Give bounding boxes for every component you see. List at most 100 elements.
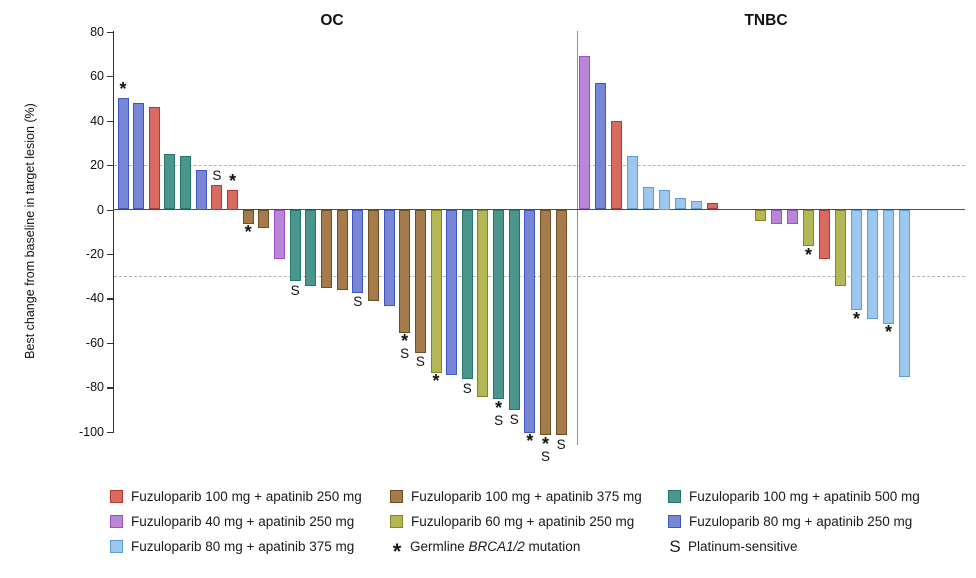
y-tick-label: -20 — [85, 246, 104, 261]
bar — [367, 210, 379, 302]
brca-mutation-mark: * — [495, 398, 503, 418]
legend-entry: Fuzuloparib 40 mg + apatinib 250 mg — [110, 509, 362, 534]
bar — [627, 156, 638, 210]
brca-mutation-mark: * — [526, 431, 534, 452]
bar-marker: * — [426, 372, 446, 390]
legend-swatch-icon — [110, 515, 123, 528]
legend-label: Fuzuloparib 100 mg + apatinib 375 mg — [411, 489, 642, 504]
bar — [258, 210, 270, 229]
bar — [414, 210, 426, 353]
bar-marker: S — [348, 295, 368, 309]
platinum-sensitive-mark: S — [415, 354, 425, 370]
y-tick — [107, 298, 114, 300]
bar-marker: * — [847, 309, 867, 329]
legend-swatch-icon — [668, 515, 681, 528]
legend-swatch-icon — [390, 515, 403, 528]
bar — [555, 210, 567, 435]
y-axis-label: Best change from baseline in target lesi… — [23, 103, 37, 359]
bar — [305, 210, 317, 286]
y-tick-label: 0 — [97, 202, 104, 217]
y-tick — [107, 120, 114, 122]
legend-column: Fuzuloparib 100 mg + apatinib 500 mg Fuzu… — [668, 484, 920, 559]
y-tick-label: -60 — [85, 335, 104, 350]
bar — [579, 56, 590, 210]
bar — [595, 82, 606, 210]
bar — [540, 210, 551, 435]
bar — [274, 210, 285, 260]
platinum-sensitive-mark: S — [540, 448, 550, 464]
bar — [611, 120, 622, 210]
platinum-sensitive-mark: S — [212, 168, 222, 183]
y-tick-label: 40 — [90, 113, 104, 128]
y-tick — [107, 342, 114, 345]
asterisk-marker-icon: * — [392, 538, 402, 564]
waterfall-chart: Best change from baseline in target lesi… — [23, 12, 965, 464]
y-tick — [107, 31, 114, 33]
platinum-sensitive-mark: S — [556, 436, 566, 452]
bar — [117, 98, 129, 210]
legend-entry: Fuzuloparib 100 mg + apatinib 375 mg — [390, 484, 642, 509]
bar-marker: S — [504, 413, 524, 427]
bar — [180, 156, 192, 210]
bar — [787, 210, 798, 224]
bar — [461, 210, 473, 380]
bar — [643, 187, 654, 210]
bar — [227, 189, 239, 210]
legend-label: Fuzuloparib 80 mg + apatinib 375 mg — [131, 539, 355, 554]
bar — [867, 210, 878, 320]
platinum-sensitive-mark: S — [494, 413, 504, 428]
platinum-sensitive-mark: S — [400, 346, 410, 362]
reference-line — [114, 165, 965, 167]
y-tick — [107, 209, 114, 211]
group-title-tnbc: TNBC — [744, 12, 788, 29]
legend-entry: Fuzuloparib 100 mg + apatinib 500 mg — [668, 484, 920, 509]
legend-swatch-icon — [390, 490, 403, 503]
bar-marker: S — [285, 283, 305, 299]
legend-label: Fuzuloparib 60 mg + apatinib 250 mg — [411, 514, 635, 529]
brca-mutation-mark: * — [541, 433, 549, 454]
y-tick — [107, 253, 114, 256]
legend-label: Fuzuloparib 40 mg + apatinib 250 mg — [131, 514, 355, 529]
bar — [675, 198, 686, 210]
bar — [493, 210, 505, 400]
bar — [399, 210, 411, 333]
legend-entry: S Platinum-sensitive — [668, 534, 920, 559]
bar — [289, 210, 301, 282]
y-tick-label: -40 — [85, 291, 104, 306]
brca-mutation-mark: * — [119, 79, 127, 100]
bar — [819, 210, 830, 260]
platinum-sensitive-mark: S — [462, 380, 472, 396]
bar — [242, 210, 254, 224]
legend-label: Platinum-sensitive — [688, 539, 798, 554]
bar — [352, 210, 364, 293]
bar — [771, 210, 782, 224]
bar — [164, 153, 176, 210]
bar — [524, 210, 536, 433]
bar — [148, 107, 160, 210]
brca-mutation-mark: * — [884, 322, 892, 343]
bar — [755, 210, 766, 222]
bar — [707, 202, 718, 210]
bar — [446, 210, 458, 375]
legend-swatch-icon — [110, 490, 123, 503]
group-title-oc: OC — [320, 12, 344, 29]
bar — [835, 210, 846, 286]
y-tick — [107, 76, 114, 78]
bar-marker: S — [410, 354, 430, 370]
bar-marker: * — [238, 223, 258, 241]
s-marker-icon: S — [669, 536, 681, 556]
legend-swatch-icon — [668, 490, 681, 503]
legend-entry: Fuzuloparib 100 mg + apatinib 250 mg — [110, 484, 362, 509]
bar-marker: S — [457, 380, 477, 396]
y-tick — [107, 387, 114, 389]
bar — [195, 169, 207, 210]
bar — [659, 189, 670, 210]
y-tick-label: 20 — [90, 158, 104, 173]
legend-entry: Fuzuloparib 80 mg + apatinib 375 mg — [110, 534, 362, 559]
y-tick-label: -80 — [85, 380, 104, 395]
brca-mutation-mark: * — [229, 170, 237, 191]
legend-column: Fuzuloparib 100 mg + apatinib 375 mg Fuzu… — [390, 484, 642, 564]
brca-mutation-mark: * — [852, 309, 860, 329]
group-divider-line — [576, 31, 578, 445]
platinum-sensitive-mark: S — [290, 283, 300, 299]
